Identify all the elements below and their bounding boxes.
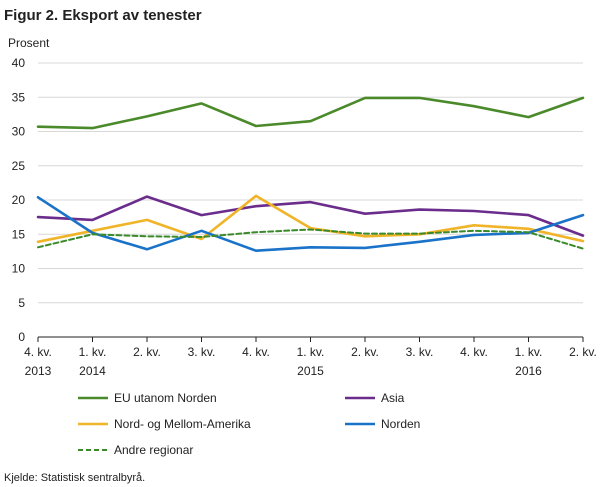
y-tick-label: 10 — [12, 262, 26, 276]
x-tick-label: 1. kv. — [297, 345, 325, 359]
x-tick-label: 4. kv. — [460, 345, 488, 359]
y-axis-ticks: 0 5 10 15 20 25 30 35 40 — [12, 56, 26, 344]
x-tick-label: 4. kv. — [24, 345, 52, 359]
y-tick-label: 35 — [12, 90, 26, 104]
x-tick-label: 2. kv. — [351, 345, 379, 359]
y-tick-label: 40 — [12, 56, 26, 70]
legend-label-0: EU utanom Norden — [114, 391, 217, 405]
y-tick-label: 30 — [12, 125, 26, 139]
series-line-4 — [37, 228, 584, 250]
legend-label-1: Asia — [381, 391, 405, 405]
series-line-3 — [36, 196, 585, 252]
x-tick-year-label: 2015 — [297, 364, 324, 378]
x-tick-year-label: 2016 — [515, 364, 542, 378]
legend: EU utanom Norden Asia Nord- og Mellom-Amer… — [78, 391, 420, 457]
source-note: Kjelde: Statistisk sentralbyrå. — [4, 472, 145, 484]
y-tick-label: 20 — [12, 193, 26, 207]
x-tick-label: 2. kv. — [569, 345, 597, 359]
x-tick-label: 3. kv. — [406, 345, 434, 359]
x-tick-label: 1. kv. — [515, 345, 543, 359]
series-line-0 — [36, 96, 585, 130]
x-tick-label: 2. kv. — [133, 345, 161, 359]
y-tick-label: 0 — [18, 330, 25, 344]
legend-label-4: Andre regionar — [114, 443, 193, 457]
x-tick-label: 1. kv. — [79, 345, 107, 359]
x-tick-year-label: 2014 — [79, 364, 106, 378]
series-line-1 — [36, 195, 585, 237]
x-tick-label: 3. kv. — [188, 345, 216, 359]
y-tick-label: 15 — [12, 227, 26, 241]
legend-label-3: Norden — [381, 417, 420, 431]
chart-title: Figur 2. Eksport av tenester — [4, 7, 202, 24]
series-line-2 — [36, 194, 585, 244]
x-tick-year-label: 2013 — [25, 364, 52, 378]
grid — [38, 62, 583, 338]
x-axis-ticks: 4. kv. 2013 1. kv. 2014 2. kv. 3. kv. 4. kv. 1.… — [24, 337, 597, 378]
y-tick-label: 25 — [12, 159, 26, 173]
legend-label-2: Nord- og Mellom-Amerika — [114, 417, 251, 431]
series-lines — [36, 96, 585, 252]
y-tick-label: 5 — [18, 296, 25, 310]
x-tick-label: 4. kv. — [242, 345, 270, 359]
y-axis-label: Prosent — [8, 36, 50, 50]
